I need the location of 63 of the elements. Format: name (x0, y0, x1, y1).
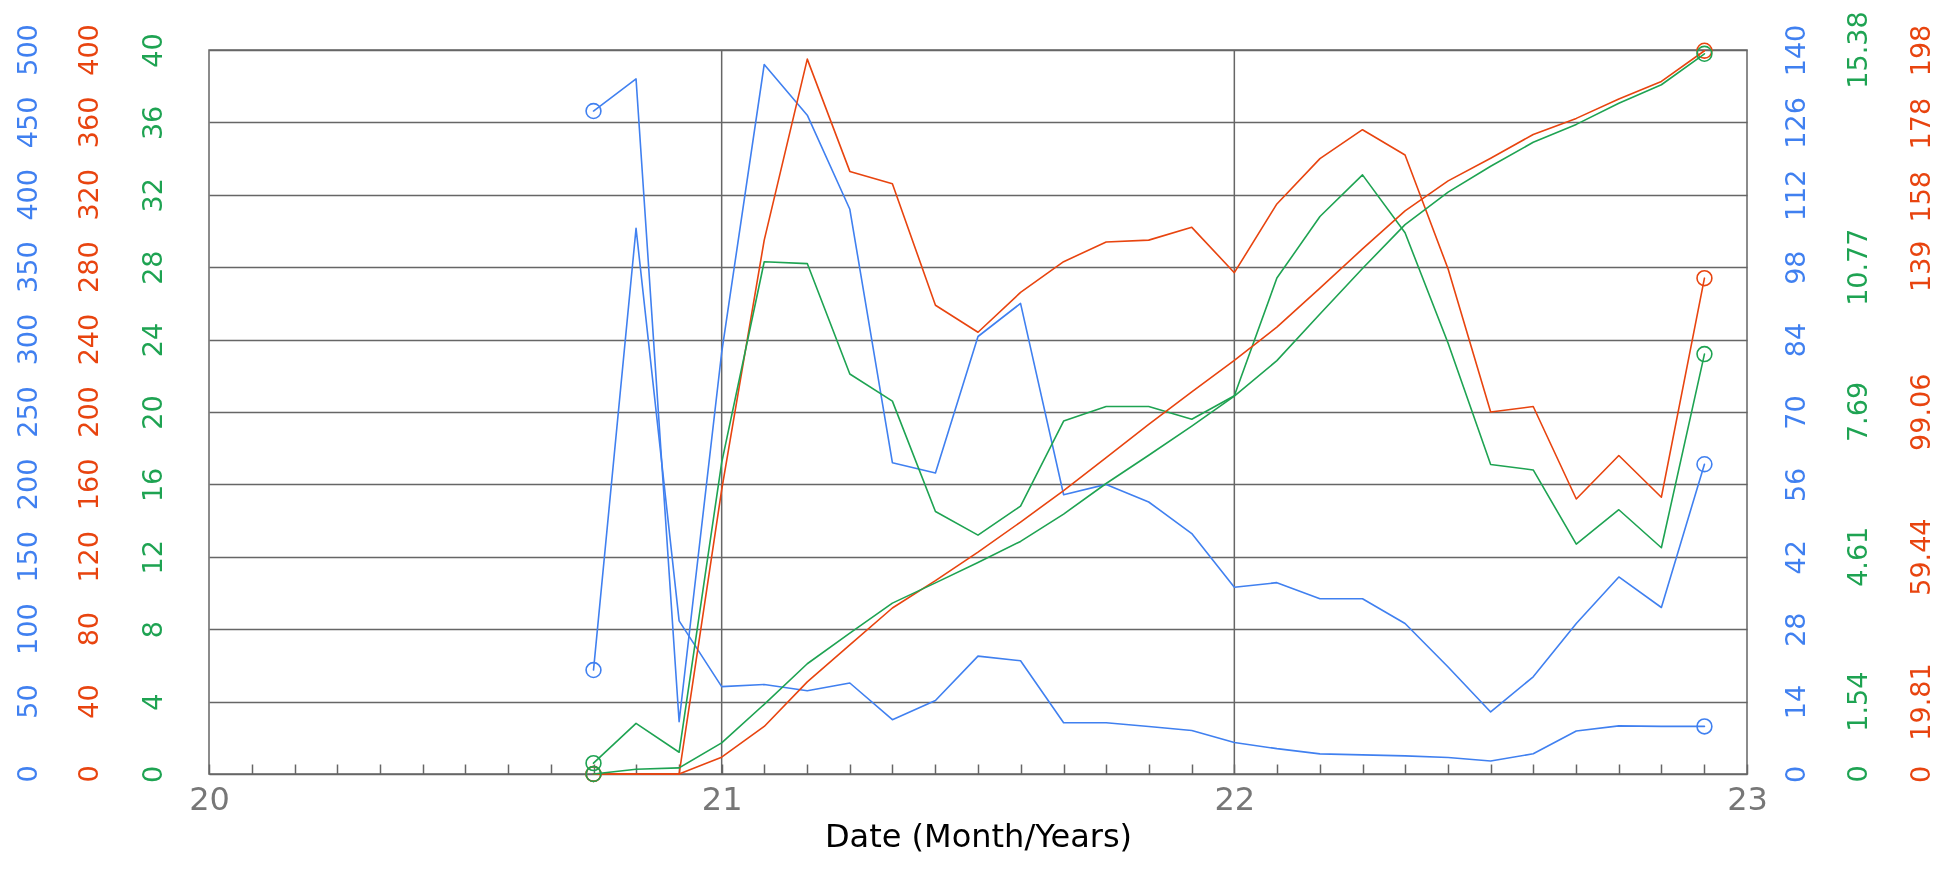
y-tick-label: 0 (136, 765, 168, 784)
text: 50 (12, 684, 43, 719)
text: 300 (12, 313, 43, 366)
text: 0 (73, 765, 104, 783)
text: 120 (73, 531, 104, 583)
text: 450 (12, 96, 43, 149)
y2-tick-label: 140 (1779, 24, 1811, 77)
text: 160 (73, 458, 104, 511)
text: 15.38 (1842, 11, 1873, 89)
text: 200 (12, 458, 43, 511)
y3-tick-label: 158 (1904, 170, 1936, 223)
y2-tick-label: 14 (1779, 684, 1811, 720)
y2-tick-label: 126 (1779, 97, 1811, 149)
y3-tick-label: 0 (1904, 765, 1936, 784)
y2-tick-label: 84 (1779, 322, 1811, 358)
y3-tick-label: 99.06 (1904, 373, 1936, 451)
y2-tick-label: 56 (1779, 467, 1811, 503)
x-tick-label: 23 (1727, 779, 1768, 818)
y3-tick-label: 19.81 (1904, 663, 1936, 741)
y3-tick-label: 178 (1904, 97, 1936, 150)
text: 40 (73, 684, 104, 719)
text: 100 (12, 603, 43, 655)
y3-tick-label: 139 (1904, 240, 1936, 293)
y-tick-label: 24 (136, 322, 168, 358)
text: 320 (73, 169, 104, 221)
y-tick-label: 28 (136, 250, 168, 285)
y-tick-label: 20 (136, 395, 168, 430)
y2-tick-label: 70 (1779, 395, 1811, 430)
text: 4.61 (1842, 526, 1873, 587)
text: 360 (73, 96, 104, 149)
text: 150 (12, 531, 43, 583)
y2-tick-label: 98 (1779, 250, 1811, 285)
y2-tick-label: 28 (1779, 612, 1811, 647)
x-tick-label: 20 (189, 779, 230, 818)
x-tick-label: 22 (1214, 779, 1256, 818)
y3-tick-label: 59.44 (1904, 518, 1936, 596)
text: 200 (73, 386, 104, 438)
x-axis-title: Date (Month/Years) (824, 816, 1133, 855)
y-tick-label: 32 (136, 178, 168, 213)
text: 0 (1842, 765, 1873, 783)
text: 280 (73, 241, 104, 293)
text: 250 (12, 386, 43, 438)
text: 400 (73, 24, 104, 76)
text: 400 (12, 169, 43, 221)
text: 1.54 (1842, 671, 1873, 732)
y-tick-label: 36 (136, 105, 168, 141)
x-tick-label: 21 (701, 779, 743, 818)
y-tick-label: 40 (136, 33, 168, 68)
y2-tick-label: 112 (1779, 169, 1811, 222)
y2-tick-label: 42 (1779, 540, 1811, 575)
text: 240 (73, 313, 104, 366)
text: 10.77 (1842, 228, 1873, 306)
text: 80 (73, 612, 104, 647)
text: 0 (12, 765, 43, 783)
y-tick-label: 8 (136, 621, 168, 639)
y2-tick-label: 0 (1779, 765, 1811, 784)
text: 7.69 (1842, 381, 1873, 443)
text: 350 (12, 241, 43, 293)
y3-tick-label: 198 (1904, 24, 1936, 77)
y-tick-label: 16 (136, 467, 168, 503)
y-tick-label: 12 (136, 540, 168, 575)
y-tick-label: 4 (136, 693, 168, 711)
text: 500 (12, 24, 43, 76)
